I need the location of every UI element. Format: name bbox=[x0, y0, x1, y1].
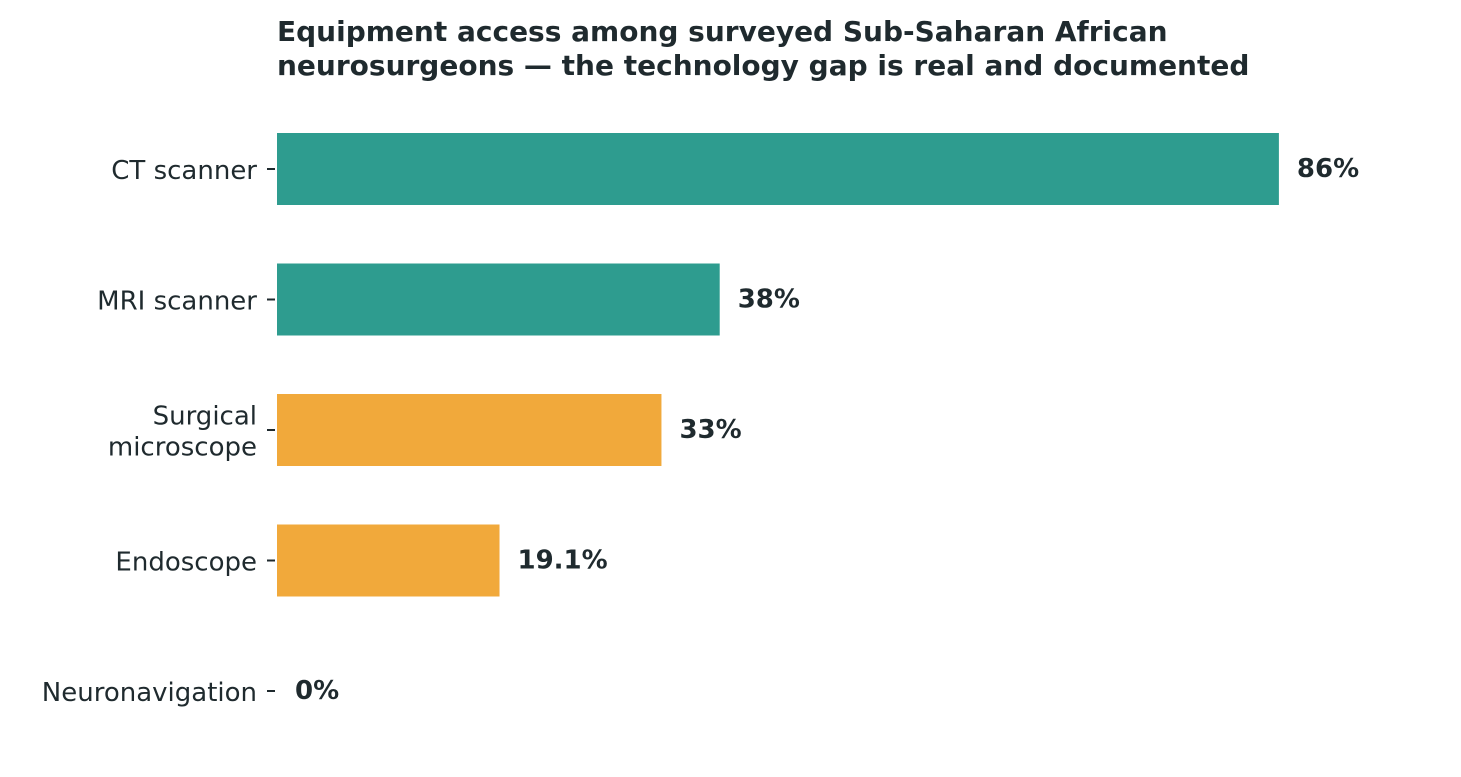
value-labels: 86% 38% 33% 19.1% 0% bbox=[295, 154, 1359, 706]
bar bbox=[277, 263, 720, 336]
bar bbox=[277, 133, 1279, 205]
category-labels: CT scanner MRI scanner Surgical microscope E… bbox=[42, 156, 258, 708]
category-label: MRI scanner bbox=[97, 287, 257, 317]
category-label: Endoscope bbox=[115, 548, 257, 578]
chart-title: Equipment access among surveyed Sub-Saha… bbox=[277, 15, 1427, 83]
bars-layer bbox=[277, 133, 1279, 597]
y-axis-ticks bbox=[267, 168, 275, 692]
value-label: 33% bbox=[679, 415, 741, 445]
category-label-line: Neuronavigation bbox=[42, 678, 257, 708]
category-label-line: Surgical bbox=[153, 402, 257, 432]
category-label-line: CT scanner bbox=[111, 156, 257, 186]
value-label: 38% bbox=[738, 285, 800, 315]
category-label-line: microscope bbox=[108, 433, 257, 463]
category-label: Surgical microscope bbox=[108, 402, 257, 463]
category-label-line: Endoscope bbox=[115, 548, 257, 578]
value-label: 0% bbox=[295, 676, 339, 706]
value-label: 19.1% bbox=[518, 546, 608, 576]
category-label: CT scanner bbox=[111, 156, 257, 186]
bar bbox=[277, 524, 500, 597]
value-label: 86% bbox=[1297, 154, 1359, 184]
bar bbox=[277, 394, 662, 466]
chart-title-line-2: neurosurgeons — the technology gap is re… bbox=[277, 49, 1250, 82]
category-label: Neuronavigation bbox=[42, 678, 257, 708]
chart-title-line-1: Equipment access among surveyed Sub-Saha… bbox=[277, 15, 1168, 48]
category-label-line: MRI scanner bbox=[97, 287, 257, 317]
